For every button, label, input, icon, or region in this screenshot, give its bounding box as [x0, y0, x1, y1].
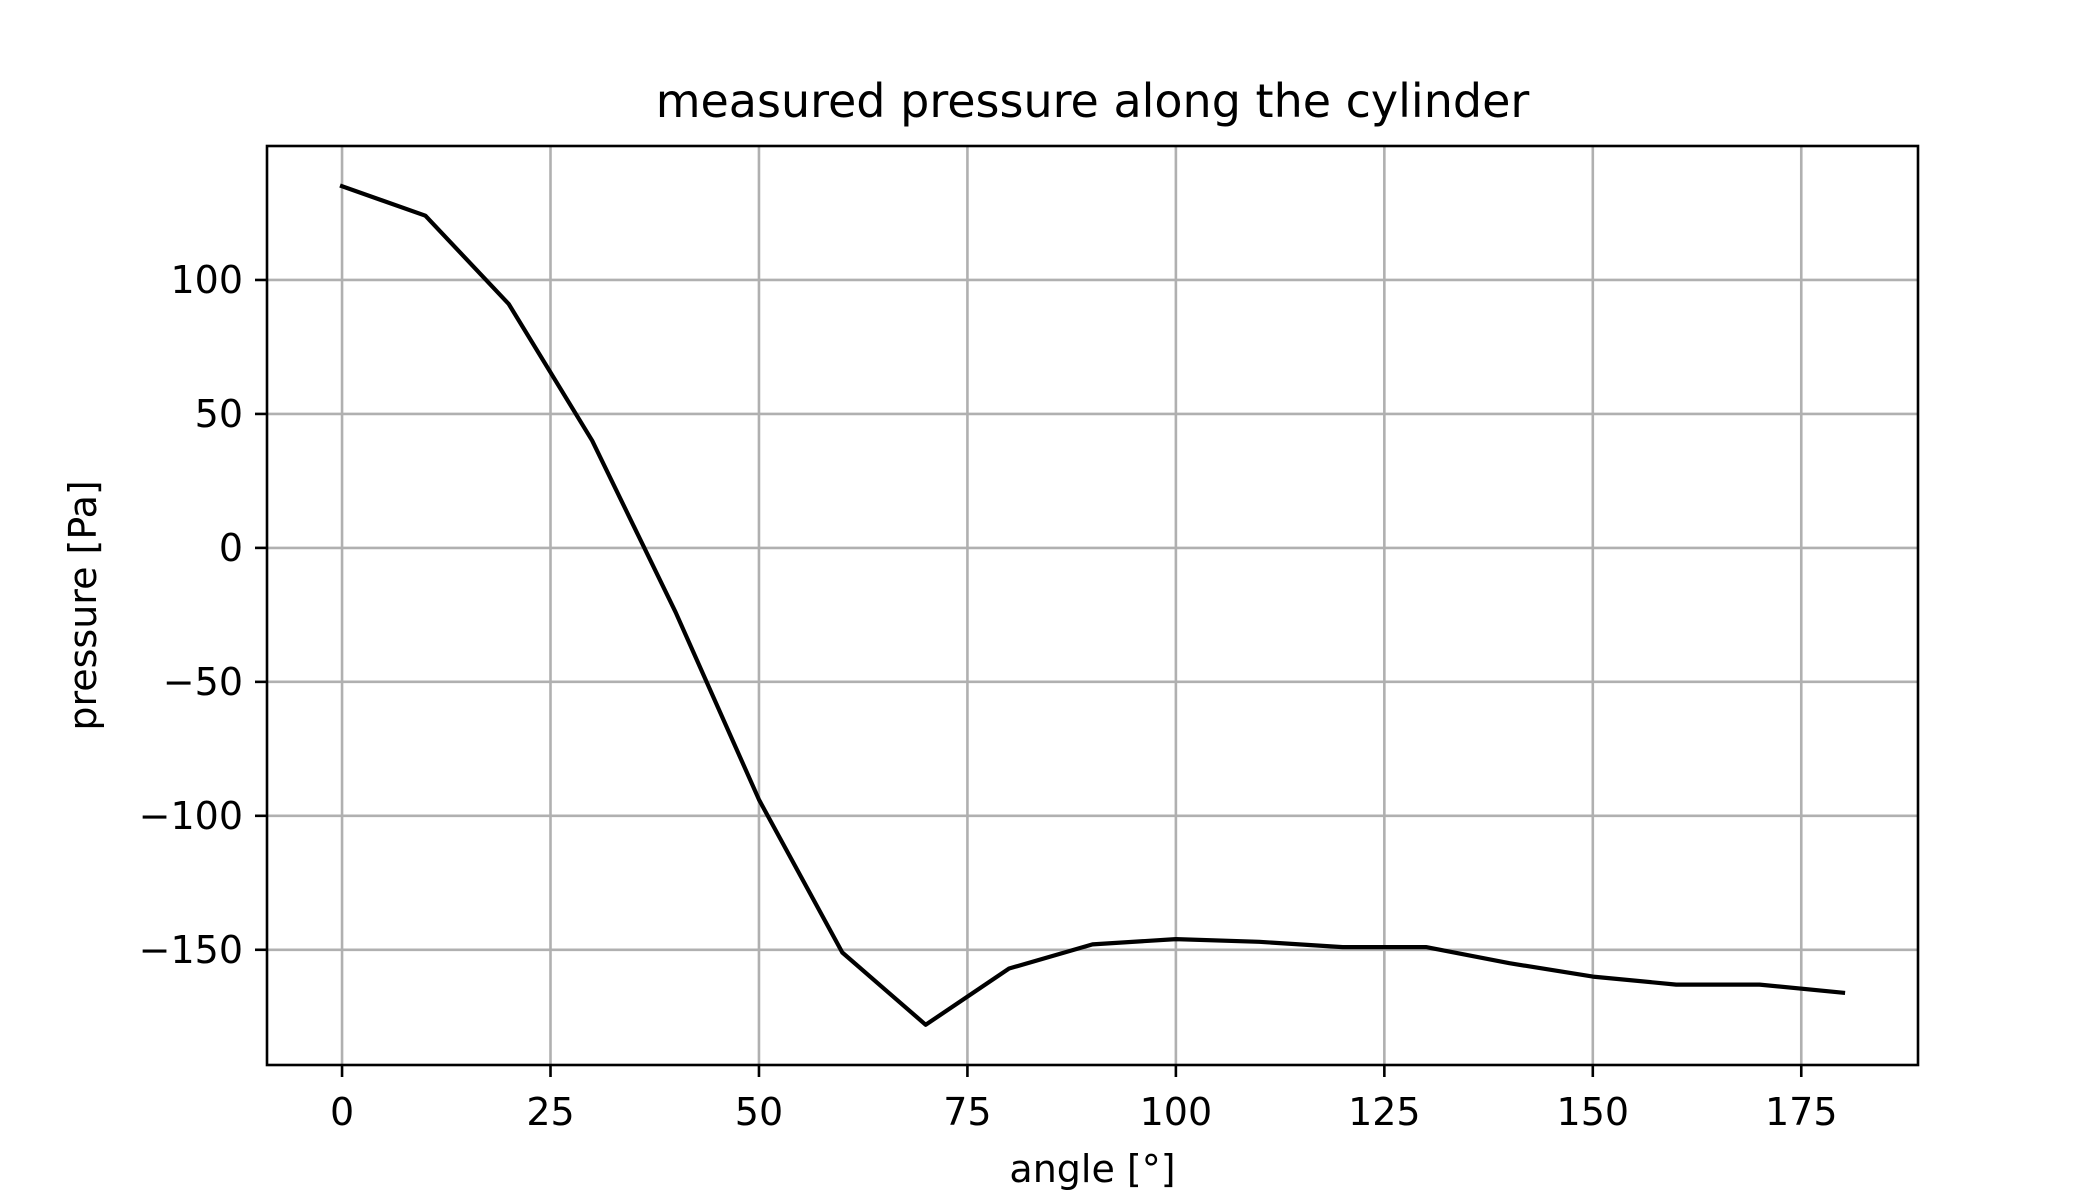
- y-tick-label: 0: [219, 526, 243, 570]
- ticks: 0 25 50 75 100 125 150 175 −150 −100 −50 0 50 100: [139, 258, 1838, 1134]
- x-tick-label: 0: [330, 1090, 354, 1134]
- x-tick-label: 50: [735, 1090, 783, 1134]
- y-axis-label: pressure [Pa]: [61, 480, 105, 730]
- x-tick-label: 125: [1348, 1090, 1421, 1134]
- y-tick-label: 100: [170, 258, 243, 302]
- y-tick-label: −50: [163, 660, 243, 704]
- series-line: [339, 183, 1846, 1027]
- grid: [267, 146, 1918, 1065]
- x-axis-label: angle [°]: [1009, 1147, 1175, 1191]
- x-tick-label: 100: [1140, 1090, 1213, 1134]
- x-tick-label: 25: [526, 1090, 574, 1134]
- plot-frame: [265, 144, 1920, 1067]
- y-tick-label: 50: [195, 392, 243, 436]
- y-tick-label: −150: [139, 928, 243, 972]
- x-tick-label: 175: [1765, 1090, 1838, 1134]
- y-tick-label: −100: [139, 794, 243, 838]
- x-tick-label: 150: [1557, 1090, 1630, 1134]
- chart-title: measured pressure along the cylinder: [656, 74, 1530, 128]
- x-tick-label: 75: [943, 1090, 991, 1134]
- series-layer: [339, 183, 1846, 1027]
